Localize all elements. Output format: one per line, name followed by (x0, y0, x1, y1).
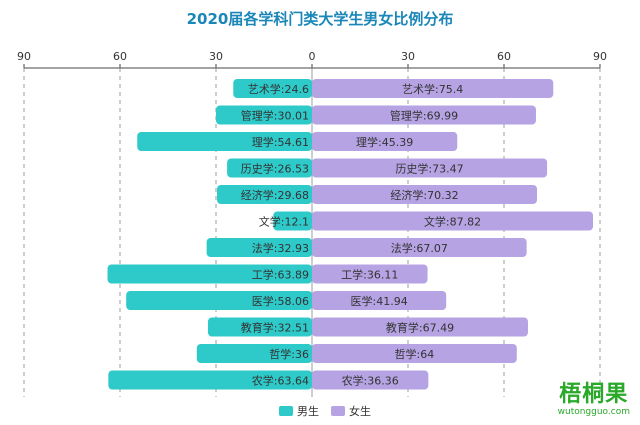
bar-female (312, 211, 594, 231)
watermark-name: 梧桐果 (559, 382, 629, 407)
data-label-female: 哲学:64 (395, 347, 435, 361)
data-label-female: 艺术学:75.4 (402, 82, 463, 96)
watermark-url: wutongguo.com (557, 407, 630, 417)
bar-male (217, 185, 312, 204)
tick-label: 60 (113, 50, 127, 63)
data-label-male: 医学:58.06 (252, 294, 309, 308)
chart-title: 2020届各学科门类大学生男女比例分布 (186, 10, 454, 28)
bar-female (312, 344, 517, 363)
tick-label: 90 (17, 50, 31, 63)
bar-female (312, 238, 527, 257)
bar-male (108, 370, 313, 390)
tick-label: 30 (401, 50, 415, 63)
data-label-female: 历史学:73.47 (395, 162, 463, 176)
data-label-female: 工学:36.11 (341, 268, 398, 282)
data-label-male: 农学:63.64 (252, 374, 309, 388)
bar-male (227, 158, 312, 178)
bar-male (196, 344, 312, 363)
bar-male (206, 238, 312, 257)
data-label-female: 经济学:70.32 (390, 188, 458, 202)
tick-label: 90 (593, 50, 607, 63)
bar-male (215, 105, 312, 125)
data-label-male: 工学:63.89 (252, 268, 309, 282)
watermark-logo: 梧桐果 wutongguo.com (557, 382, 630, 418)
tick-label: 30 (209, 50, 223, 63)
bar-female (312, 185, 538, 204)
bar-female (312, 79, 554, 98)
data-label-male: 经济学:29.68 (241, 188, 309, 202)
bar-male (233, 79, 312, 98)
legend-swatch-female (331, 406, 345, 416)
data-label-female: 文学:87.82 (424, 215, 481, 229)
data-label-female: 教育学:67.49 (386, 321, 454, 335)
data-label-male: 艺术学:24.6 (248, 82, 309, 96)
data-label-male: 教育学:32.51 (241, 321, 309, 335)
data-label-female: 理学:45.39 (356, 135, 413, 149)
data-label-female: 农学:36.36 (342, 374, 399, 388)
data-label-male: 理学:54.61 (252, 135, 309, 149)
data-label-male: 法学:32.93 (252, 241, 309, 255)
legend-label-female: 女生 (349, 404, 371, 418)
bar-female (312, 158, 548, 178)
data-label-male: 哲学:36 (269, 347, 309, 361)
bar-male (137, 132, 312, 151)
bar-female (312, 132, 458, 151)
bar-male (107, 264, 312, 284)
legend-label-male: 男生 (297, 404, 319, 418)
data-label-female: 法学:67.07 (391, 241, 448, 255)
bar-female (312, 105, 536, 125)
bar-female (312, 370, 429, 390)
bar-male (207, 317, 312, 337)
data-label-female: 管理学:69.99 (390, 109, 458, 123)
legend-swatch-male (279, 406, 293, 416)
data-label-male: 管理学:30.01 (241, 109, 309, 123)
data-label-male: 文学:12.1 (259, 215, 309, 229)
bar-female (312, 291, 447, 310)
data-label-female: 医学:41.94 (351, 294, 408, 308)
bar-female (312, 264, 428, 284)
data-label-male: 历史学:26.53 (241, 162, 309, 176)
tick-label: 60 (497, 50, 511, 63)
bar-male (273, 211, 312, 231)
bar-male (126, 291, 312, 310)
tick-label: 0 (309, 50, 316, 63)
bar-female (312, 317, 528, 337)
